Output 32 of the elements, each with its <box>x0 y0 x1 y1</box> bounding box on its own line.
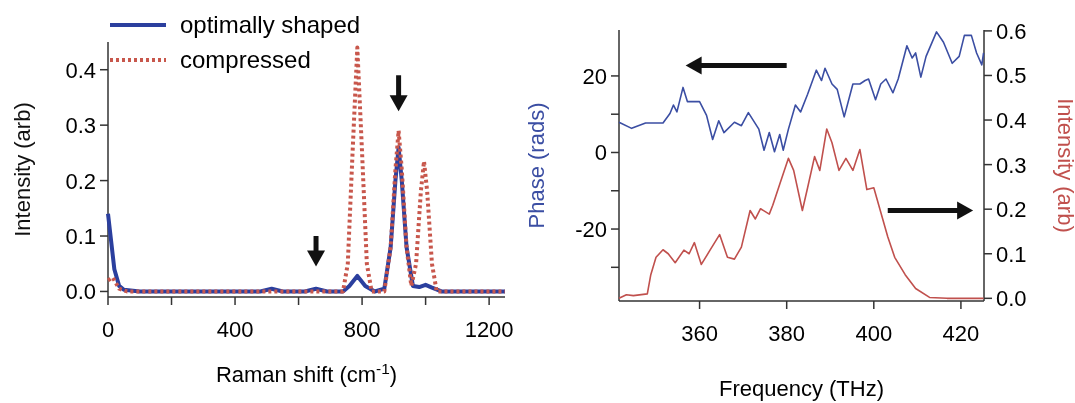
x-tick-label: 420 <box>942 321 980 346</box>
legend-label: optimally shaped <box>180 11 361 38</box>
y-tick-label: 0.3 <box>65 113 96 139</box>
x-axis-title: Frequency (THz) <box>718 376 885 401</box>
x-axis-title: Raman shift (cm$^{-1}$) <box>215 359 398 387</box>
x-tick-label: 380 <box>768 321 806 346</box>
line-series <box>618 31 985 153</box>
x-tick-label: 1200 <box>464 317 514 342</box>
y-tick-label: 0.4 <box>65 57 96 83</box>
y2-tick-label: 0.5 <box>996 63 1027 89</box>
y2-tick-label: 0.2 <box>996 197 1027 223</box>
line-series <box>106 45 507 294</box>
y2-tick-label: 0.6 <box>996 18 1027 44</box>
y2-tick-label: 0.4 <box>996 108 1027 134</box>
x-tick-label: 400 <box>855 321 893 346</box>
y2-tick-label: 0.0 <box>996 286 1027 312</box>
x-tick-label: 360 <box>681 321 718 346</box>
x-tick-label: 400 <box>216 317 254 342</box>
y-tick-label: -20 <box>575 217 607 243</box>
y-tick-label: 20 <box>582 63 607 89</box>
y-tick-label: 0.2 <box>65 168 96 194</box>
y2-axis-title: Intensity (arb) <box>1053 98 1075 233</box>
y-tick-label: 0 <box>594 140 607 166</box>
y2-tick-label: 0.1 <box>996 241 1027 267</box>
y-tick-label: 0.1 <box>65 224 96 250</box>
y-tick-label: 0.0 <box>65 279 96 305</box>
legend-label: compressed <box>180 46 311 73</box>
x-tick-label: 800 <box>343 317 381 342</box>
y-axis-title: Phase (rads) <box>524 102 549 229</box>
x-tick-label: 0 <box>101 317 115 342</box>
y2-tick-label: 0.3 <box>996 152 1027 178</box>
y-axis-title: Intensity (arb) <box>10 102 35 237</box>
